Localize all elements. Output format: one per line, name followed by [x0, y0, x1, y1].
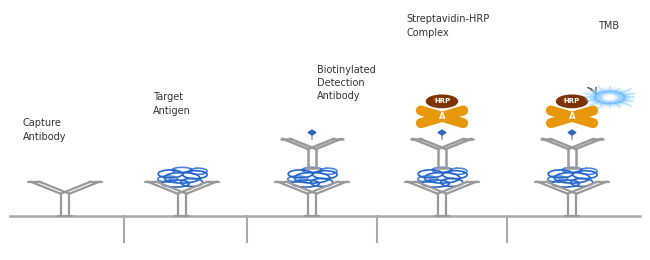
Polygon shape [308, 130, 316, 135]
Circle shape [599, 93, 621, 102]
Circle shape [593, 91, 626, 104]
Circle shape [605, 96, 614, 99]
Circle shape [426, 95, 458, 108]
Circle shape [556, 95, 588, 108]
Text: Streptavidin-HRP
Complex: Streptavidin-HRP Complex [406, 14, 489, 38]
Text: A: A [439, 112, 445, 121]
Polygon shape [568, 130, 576, 135]
Circle shape [585, 88, 634, 107]
Text: HRP: HRP [564, 98, 580, 104]
Text: TMB: TMB [598, 21, 619, 31]
Polygon shape [438, 130, 446, 135]
Circle shape [564, 98, 571, 101]
Text: Biotinylated
Detection
Antibody: Biotinylated Detection Antibody [317, 65, 376, 101]
Text: Capture
Antibody: Capture Antibody [23, 118, 66, 142]
Text: HRP: HRP [434, 98, 450, 104]
Circle shape [434, 98, 441, 101]
Text: A: A [569, 112, 575, 121]
Circle shape [602, 94, 617, 100]
Circle shape [590, 89, 629, 105]
Text: Target
Antigen: Target Antigen [153, 92, 190, 116]
